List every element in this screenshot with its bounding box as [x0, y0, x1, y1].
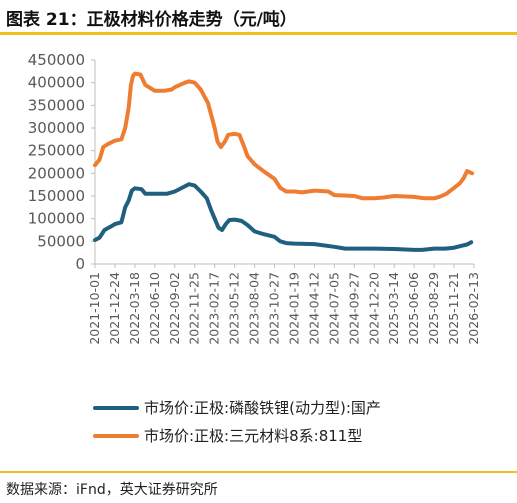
- x-tick-label: 2024-09-27: [346, 272, 361, 345]
- page-title: 图表 21：正极材料价格走势（元/吨）: [6, 10, 297, 30]
- legend-label: 市场价:正极:三元材料8系:811型: [144, 427, 362, 445]
- x-tick-label: 2023-05-12: [227, 272, 242, 345]
- price-line-chart: 0 50000 100000 150000 200000 250000 300000 3500…: [28, 51, 481, 445]
- x-tick-label: 2025-06-06: [406, 272, 421, 345]
- chart-axes: [94, 60, 474, 265]
- x-tick-label: 2022-11-25: [187, 272, 202, 345]
- y-tick-label: 400000: [28, 74, 85, 92]
- x-tick-label: 2022-09-02: [167, 272, 182, 345]
- x-tick-label: 2025-03-14: [386, 272, 401, 345]
- x-tick-label: 2021-12-24: [107, 272, 122, 345]
- x-tick-label: 2023-10-27: [267, 272, 282, 345]
- x-tick-label: 2024-04-12: [306, 272, 321, 345]
- legend-label: 市场价:正极:磷酸铁锂(动力型):国产: [144, 399, 381, 417]
- x-tick-label: 2023-02-17: [207, 272, 222, 345]
- x-tick-label: 2022-06-10: [147, 272, 162, 345]
- x-axis-ticks: 2021-10-01 2021-12-24 2022-03-18 2022-06-10…: [87, 264, 481, 345]
- y-tick-label: 100000: [28, 210, 85, 228]
- x-tick-label: 2024-12-20: [366, 272, 381, 345]
- y-tick-label: 300000: [28, 119, 85, 137]
- y-tick-label: 0: [75, 255, 85, 273]
- y-tick-label: 250000: [28, 142, 85, 160]
- source-divider: [0, 471, 517, 473]
- y-axis-ticks: 0 50000 100000 150000 200000 250000 300000 3500…: [28, 51, 95, 273]
- series-line-ncm811: [93, 71, 475, 201]
- x-tick-label: 2026-02-13: [466, 272, 481, 345]
- x-tick-label: 2024-07-05: [326, 272, 341, 345]
- y-tick-label: 450000: [28, 51, 85, 69]
- x-tick-label: 2021-10-01: [87, 272, 102, 345]
- x-tick-label: 2022-03-18: [127, 272, 142, 345]
- x-tick-label: 2023-08-04: [247, 272, 262, 345]
- y-tick-label: 350000: [28, 96, 85, 114]
- data-source-note: 数据来源：iFnd，英大证券研究所: [6, 482, 218, 498]
- x-tick-label: 2025-11-21: [446, 272, 461, 345]
- y-tick-label: 200000: [28, 164, 85, 182]
- x-tick-label: 2025-08-29: [426, 272, 441, 345]
- series-line-lfp: [93, 182, 474, 252]
- y-tick-label: 50000: [37, 232, 85, 250]
- title-divider: [0, 32, 517, 35]
- y-tick-label: 150000: [28, 187, 85, 205]
- series-lines: [93, 71, 475, 252]
- x-tick-label: 2024-01-19: [286, 272, 301, 345]
